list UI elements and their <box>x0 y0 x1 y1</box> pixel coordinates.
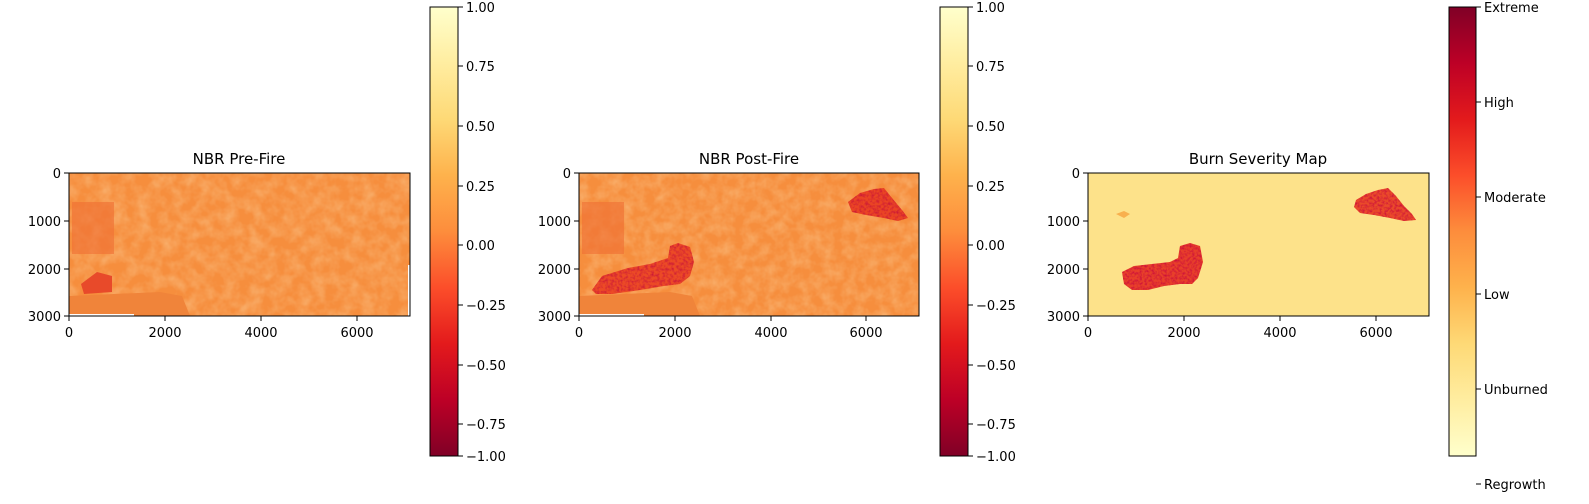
axes-frame <box>578 172 920 317</box>
red-patch <box>81 272 112 294</box>
colorbar-tick-label: 0.75 <box>466 60 495 75</box>
y-tick-label: 3000 <box>1047 310 1080 325</box>
colorbar-tick-label: 0.25 <box>466 180 495 195</box>
colorbar: 1.00 0.75 0.50 0.25 0.00 −0.25 −0.50 −0.… <box>939 1 1016 465</box>
burn-scar-west <box>592 243 694 294</box>
colorbar-tick-label: −0.25 <box>466 299 506 314</box>
colorbar-tick-label: −0.50 <box>976 359 1016 374</box>
x-tick-label: 6000 <box>849 326 882 341</box>
colorbar: 1.00 0.75 0.50 0.25 0.00 −0.25 −0.50 −0.… <box>429 1 506 465</box>
y-axis: 0 1000 2000 3000 <box>28 167 69 325</box>
x-tick-label: 4000 <box>244 326 277 341</box>
colorbar-tick-label: 0.25 <box>976 180 1005 195</box>
y-tick-label: 3000 <box>538 310 571 325</box>
colorbar-tick-label: −0.25 <box>976 299 1016 314</box>
x-tick-label: 2000 <box>1167 326 1200 341</box>
y-tick-label: 3000 <box>28 310 61 325</box>
severity-label-extreme: Extreme <box>1484 1 1539 16</box>
severity-label-high: High <box>1484 96 1514 111</box>
x-tick-label: 2000 <box>148 326 181 341</box>
severity-label-regrowth: Regrowth <box>1484 478 1546 493</box>
severity-colorbar: Extreme High Moderate Low Unburned Regro… <box>1448 1 1548 493</box>
colorbar-tick-label: 0.50 <box>976 120 1005 135</box>
y-axis: 0 1000 2000 3000 <box>1047 167 1088 325</box>
y-tick-label: 0 <box>563 167 571 182</box>
axes-frame <box>68 172 411 317</box>
nbr-pre-fire-image <box>69 173 410 316</box>
colorbar-gradient <box>939 6 969 457</box>
y-tick-label: 0 <box>53 167 61 182</box>
burn-area-west <box>1122 243 1203 290</box>
y-tick-label: 2000 <box>1047 263 1080 278</box>
colorbar-tick-label: −0.50 <box>466 359 506 374</box>
small-burn-spot <box>1116 211 1130 218</box>
burn-area-northeast <box>1354 188 1416 221</box>
colorbar-tick-label: −1.00 <box>466 450 506 465</box>
colorbar-tick-label: 0.50 <box>466 120 495 135</box>
panel-nbr-pre-fire: NBR Pre-Fire 0 1000 2000 3000 0 <box>28 1 506 465</box>
x-axis: 0 2000 4000 6000 <box>65 316 374 341</box>
x-tick-label: 4000 <box>754 326 787 341</box>
x-tick-label: 6000 <box>340 326 373 341</box>
colorbar-gradient <box>1448 6 1477 457</box>
colorbar-tick-label: 1.00 <box>466 1 495 16</box>
burn-scar-northeast <box>848 188 908 221</box>
y-tick-label: 1000 <box>538 215 571 230</box>
colorbar-tick-label: −0.75 <box>466 418 506 433</box>
nbr-post-fire-image <box>579 173 919 316</box>
colorbar-tick-label: 0.00 <box>466 239 495 254</box>
colorbar-tick-label: 1.00 <box>976 1 1005 16</box>
chart-title: NBR Post-Fire <box>699 150 799 168</box>
panel-nbr-post-fire: NBR Post-Fire 0 1000 2000 300 <box>538 1 1016 465</box>
axes-frame <box>1087 172 1430 317</box>
chart-title: NBR Pre-Fire <box>193 150 286 168</box>
colorbar-gradient <box>429 6 459 457</box>
x-axis: 0 2000 4000 6000 <box>1084 316 1393 341</box>
y-tick-label: 2000 <box>538 263 571 278</box>
panel-burn-severity-map: Burn Severity Map 0 1000 2000 3000 <box>1047 1 1548 493</box>
colorbar-tick-label: 0.00 <box>976 239 1005 254</box>
y-axis: 0 1000 2000 3000 <box>538 167 579 325</box>
colorbar-tick-label: −1.00 <box>976 450 1016 465</box>
severity-label-moderate: Moderate <box>1484 191 1546 206</box>
x-axis: 0 2000 4000 6000 <box>575 316 883 341</box>
colorbar-tick-label: 0.75 <box>976 60 1005 75</box>
colorbar-tick-label: −0.75 <box>976 418 1016 433</box>
y-tick-label: 2000 <box>28 263 61 278</box>
y-tick-label: 0 <box>1072 167 1080 182</box>
x-tick-label: 0 <box>1084 326 1092 341</box>
x-tick-label: 2000 <box>658 326 691 341</box>
severity-label-unburned: Unburned <box>1484 383 1548 398</box>
no-data-region <box>579 292 700 316</box>
x-tick-label: 4000 <box>1263 326 1296 341</box>
y-tick-label: 1000 <box>28 215 61 230</box>
severity-label-low: Low <box>1484 288 1510 303</box>
y-tick-label: 1000 <box>1047 215 1080 230</box>
x-tick-label: 0 <box>65 326 73 341</box>
x-tick-label: 6000 <box>1359 326 1392 341</box>
burn-severity-image <box>1088 173 1429 316</box>
chart-title: Burn Severity Map <box>1189 150 1327 168</box>
no-data-region <box>69 292 190 316</box>
x-tick-label: 0 <box>575 326 583 341</box>
